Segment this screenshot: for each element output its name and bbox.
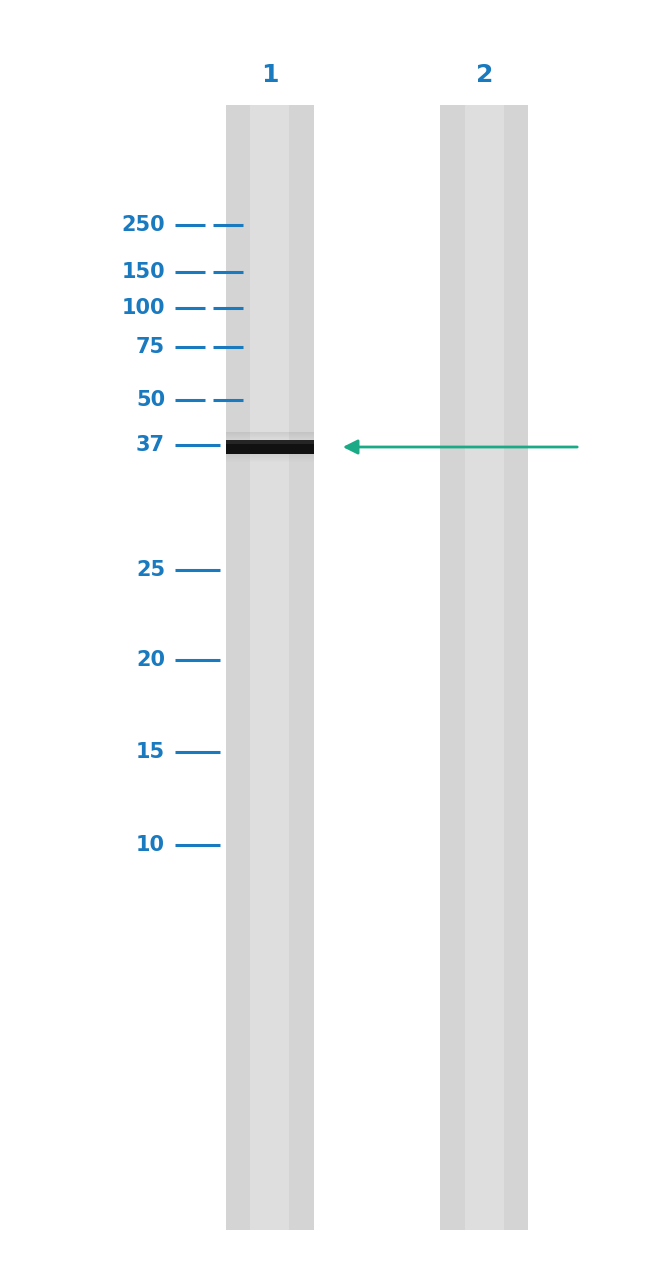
Bar [250, 105, 289, 1231]
Text: 15: 15 [136, 742, 165, 762]
Text: 2: 2 [476, 64, 494, 88]
Bar [226, 105, 313, 1231]
Bar [441, 105, 528, 1231]
Text: 25: 25 [136, 560, 165, 580]
Text: 10: 10 [136, 834, 165, 855]
Text: 250: 250 [122, 215, 165, 235]
Text: 20: 20 [136, 650, 165, 671]
Bar [226, 439, 313, 453]
Text: 37: 37 [136, 436, 165, 455]
Text: 50: 50 [136, 390, 165, 410]
Text: 150: 150 [122, 262, 165, 282]
Bar [465, 105, 504, 1231]
Text: 100: 100 [122, 298, 165, 318]
Text: 75: 75 [136, 337, 165, 357]
Text: 1: 1 [261, 64, 279, 88]
Bar [226, 439, 313, 444]
